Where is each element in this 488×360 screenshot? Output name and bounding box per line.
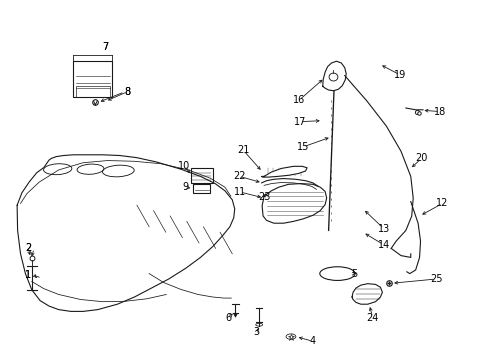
Text: 8: 8 xyxy=(124,87,130,97)
Text: 23: 23 xyxy=(257,192,270,202)
Text: 2: 2 xyxy=(25,243,31,253)
Text: 19: 19 xyxy=(393,70,406,80)
Bar xyxy=(193,184,210,193)
Polygon shape xyxy=(262,184,326,223)
Text: 17: 17 xyxy=(293,117,306,127)
Text: 14: 14 xyxy=(377,240,389,250)
Text: 25: 25 xyxy=(429,274,442,284)
Polygon shape xyxy=(261,166,306,177)
Text: 6: 6 xyxy=(225,312,231,323)
Text: 7: 7 xyxy=(102,42,108,52)
Polygon shape xyxy=(351,284,382,304)
Polygon shape xyxy=(322,61,346,91)
Text: 7: 7 xyxy=(102,42,108,52)
Bar xyxy=(190,168,212,183)
Text: 16: 16 xyxy=(292,95,305,105)
Text: 12: 12 xyxy=(435,198,448,208)
Text: 5: 5 xyxy=(351,269,357,279)
Text: 1: 1 xyxy=(25,270,31,280)
Text: 2: 2 xyxy=(25,243,31,253)
Text: 20: 20 xyxy=(414,153,427,163)
Text: 13: 13 xyxy=(377,224,389,234)
Text: 11: 11 xyxy=(233,187,245,197)
Text: 21: 21 xyxy=(237,145,249,156)
Text: 15: 15 xyxy=(296,142,309,152)
Bar xyxy=(76,86,110,97)
Text: 4: 4 xyxy=(309,336,315,346)
Text: 10: 10 xyxy=(178,161,190,171)
Text: 1: 1 xyxy=(25,270,31,280)
Text: 22: 22 xyxy=(233,171,245,181)
Text: 3: 3 xyxy=(253,327,259,337)
Text: 8: 8 xyxy=(124,87,130,97)
Bar xyxy=(73,61,112,97)
Text: 18: 18 xyxy=(433,107,446,117)
Text: 9: 9 xyxy=(183,182,188,192)
Text: 24: 24 xyxy=(366,312,378,323)
